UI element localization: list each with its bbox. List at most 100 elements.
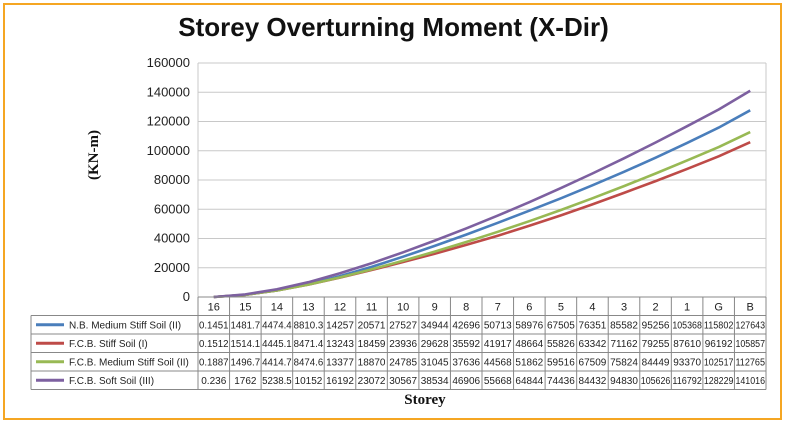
data-label: 85582 — [610, 321, 638, 332]
data-label: 96192 — [705, 339, 733, 350]
data-label: 23936 — [389, 339, 417, 350]
data-label: 105368 — [672, 321, 702, 332]
data-label: 105857 — [735, 339, 765, 350]
x-tick-label: 2 — [652, 302, 658, 314]
data-label: 37636 — [452, 358, 480, 369]
data-label: 42696 — [452, 321, 480, 332]
data-label: 1481.7 — [231, 321, 261, 332]
x-tick-label: 9 — [432, 302, 438, 314]
data-label: 51862 — [515, 358, 543, 369]
legend-label: N.B. Medium Stiff Soil (II) — [69, 321, 181, 332]
x-tick-label: 1 — [684, 302, 690, 314]
data-label: 1514.1 — [231, 339, 261, 350]
x-tick-label: 5 — [558, 302, 564, 314]
x-tick-label: 8 — [463, 302, 469, 314]
x-tick-label: 11 — [366, 302, 377, 314]
data-label: 116792 — [672, 376, 702, 387]
data-label: 67509 — [579, 358, 607, 369]
x-tick-label: 12 — [334, 302, 346, 314]
data-label: 0.236 — [201, 376, 226, 387]
data-label: 41917 — [484, 339, 512, 350]
data-label: 34944 — [421, 321, 449, 332]
x-tick-label: 16 — [208, 302, 220, 314]
data-label: 18870 — [358, 358, 386, 369]
x-tick-label: 3 — [621, 302, 627, 314]
x-tick-label: G — [714, 302, 723, 314]
y-tick-label: 20000 — [154, 260, 190, 275]
data-label: 74436 — [547, 376, 575, 387]
data-label: 95256 — [642, 321, 670, 332]
data-label: 87610 — [673, 339, 701, 350]
x-tick-label: 14 — [271, 302, 283, 314]
series-line-1 — [213, 109, 751, 299]
data-label: 115802 — [704, 321, 734, 332]
data-label: 4414.7 — [262, 358, 292, 369]
y-tick-label: 80000 — [154, 172, 190, 187]
data-label: 8474.6 — [294, 358, 324, 369]
data-label: 14257 — [326, 321, 354, 332]
data-label: 29628 — [421, 339, 449, 350]
data-label: 10152 — [295, 376, 323, 387]
data-label: 50713 — [484, 321, 512, 332]
y-tick-label: 160000 — [147, 55, 190, 70]
series-lines — [213, 89, 751, 299]
data-label: 24785 — [389, 358, 417, 369]
data-label: 1762 — [234, 376, 257, 387]
data-label: 8810.3 — [294, 321, 324, 332]
data-label: 0.1887 — [199, 358, 229, 369]
data-label: 71162 — [610, 339, 638, 350]
data-label: 84449 — [642, 358, 670, 369]
x-tick-label: 7 — [495, 302, 501, 314]
x-tick-label: 10 — [397, 302, 409, 314]
data-label: 30567 — [389, 376, 417, 387]
data-label: 84432 — [579, 376, 607, 387]
series-line-3 — [213, 130, 751, 299]
data-label: 93370 — [673, 358, 701, 369]
x-tick-label: 15 — [239, 302, 251, 314]
y-tick-label: 120000 — [147, 114, 190, 129]
data-label: 105626 — [641, 376, 671, 387]
y-tick-label: 40000 — [154, 231, 190, 246]
data-label: 127643 — [735, 321, 765, 332]
data-label: 79255 — [642, 339, 670, 350]
data-label: 13243 — [326, 339, 354, 350]
data-label: 94830 — [610, 376, 638, 387]
data-label: 18459 — [358, 339, 386, 350]
data-label: 0.1451 — [199, 321, 229, 332]
x-tick-label: B — [747, 302, 754, 314]
data-label: 141016 — [735, 376, 765, 387]
data-label: 76351 — [579, 321, 607, 332]
data-label: 75824 — [610, 358, 638, 369]
legend-label: F.C.B. Medium Stiff Soil (II) — [69, 358, 189, 369]
data-label: 64844 — [515, 376, 543, 387]
x-axis-label: Storey — [404, 392, 446, 408]
data-label: 16192 — [326, 376, 354, 387]
chart-frame — [3, 3, 782, 420]
data-label: 38534 — [421, 376, 449, 387]
data-label: 0.1512 — [199, 339, 229, 350]
data-label: 128229 — [704, 376, 734, 387]
data-label: 5238.5 — [262, 376, 292, 387]
series-line-4 — [213, 89, 751, 299]
data-label: 59516 — [547, 358, 575, 369]
data-table: 16 15 14 13 12 11 10 9 8 7 6 5 4 3 2 1 G B N.B. Medium Sti… — [30, 296, 767, 390]
data-label: 4445.1 — [262, 339, 292, 350]
data-label: 1496.7 — [231, 358, 261, 369]
y-tick-labels: 0 20000 40000 60000 80000 100000 120000 140000 1… — [147, 55, 190, 304]
data-label: 58976 — [515, 321, 543, 332]
y-tick-label: 100000 — [147, 143, 190, 158]
y-tick-label: 60000 — [154, 201, 190, 216]
chart-title: Storey Overturning Moment (X-Dir) — [178, 12, 609, 42]
data-label: 23072 — [358, 376, 386, 387]
data-label: 112765 — [735, 358, 765, 369]
data-label: 102517 — [704, 358, 734, 369]
data-label: 44568 — [484, 358, 512, 369]
data-label: 48664 — [515, 339, 543, 350]
legend-label: F.C.B. Soft Soil (III) — [69, 376, 154, 387]
series-line-2 — [213, 141, 751, 299]
data-label: 20571 — [358, 321, 386, 332]
data-label: 27527 — [389, 321, 417, 332]
x-tick-label: 6 — [526, 302, 532, 314]
y-tick-label: 140000 — [147, 84, 190, 99]
